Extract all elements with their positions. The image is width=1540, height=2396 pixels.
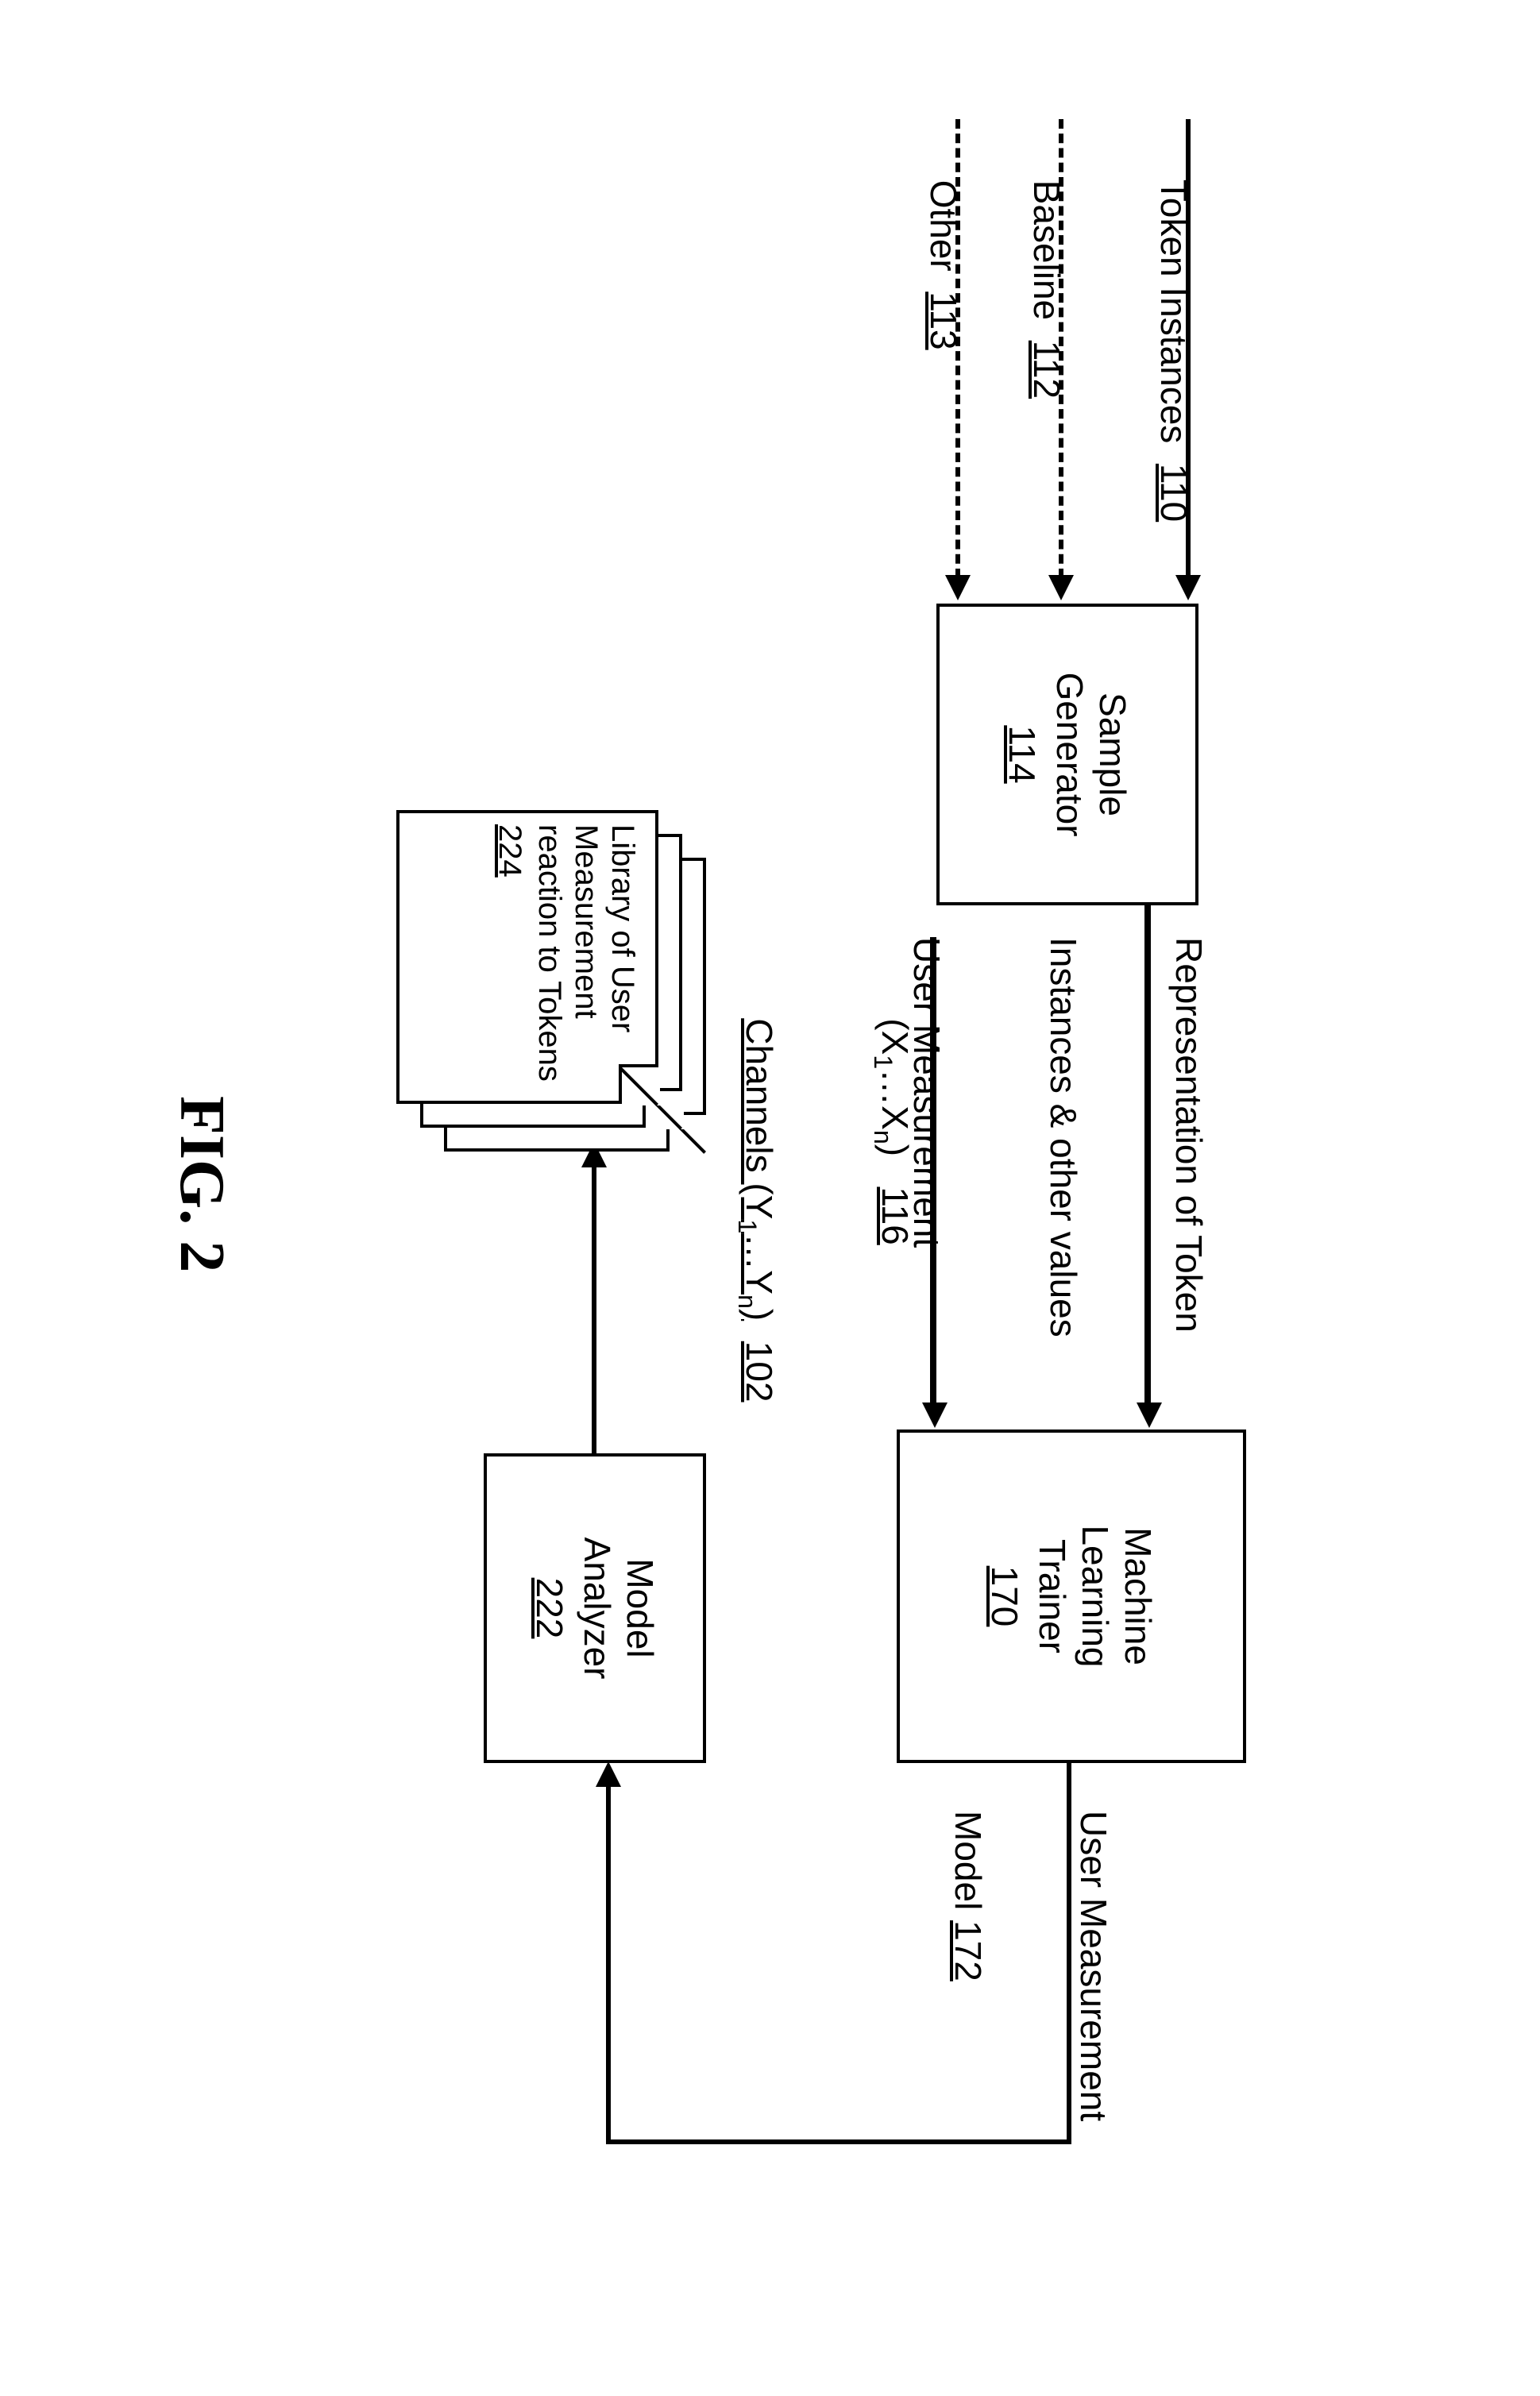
ml-trainer-box: Machine Learning Trainer 170 (897, 1429, 1246, 1763)
representation-arrow-head (1137, 1402, 1162, 1428)
token-instances-arrow-shaft (1186, 119, 1191, 578)
library-ref: 224 (492, 824, 528, 1090)
library-line2: Measurement (568, 824, 604, 1090)
sample-generator-line2: Generator (1048, 672, 1091, 836)
library-doc-front: Library of User Measurement reaction to … (396, 810, 658, 1104)
ml-trainer-ref: 170 (983, 1566, 1026, 1627)
sample-generator-box: Sample Generator 114 (936, 604, 1198, 905)
sample-generator-line1: Sample (1091, 693, 1134, 816)
sample-generator-ref: 114 (1001, 725, 1044, 783)
model-analyzer-ref: 222 (528, 1578, 571, 1639)
model-out-h2 (606, 1787, 611, 2144)
model-analyzer-line1: Model (619, 1558, 662, 1657)
ml-trainer-line3: Trainer (1031, 1539, 1074, 1653)
baseline-arrow-head (1048, 575, 1074, 600)
analyzer-to-library-shaft (592, 1167, 596, 1453)
ml-trainer-line1: Machine (1117, 1527, 1160, 1665)
token-instances-arrow-head (1175, 575, 1201, 600)
other-arrow-head (945, 575, 971, 600)
library-line3: reaction to Tokens (531, 824, 568, 1090)
representation-arrow-shaft (1144, 905, 1151, 1406)
other-label: Other 113 (879, 119, 1008, 350)
model-out-h (1067, 1763, 1071, 2144)
user-meas-channels-arrow-head (922, 1402, 948, 1428)
user-meas-channels-arrow-shaft (930, 937, 936, 1406)
user-meas-model-label: User Measurement Model 172 (863, 1811, 1198, 2121)
model-out-v (611, 2139, 1071, 2144)
baseline-arrow-shaft (1059, 119, 1063, 578)
library-line1: Library of User (604, 824, 641, 1090)
figure-caption: FIG. 2 (165, 1096, 237, 1272)
ml-trainer-line2: Learning (1074, 1525, 1117, 1667)
token-instances-label: Token Instances 110 (1110, 119, 1238, 522)
model-out-head (596, 1761, 621, 1787)
model-analyzer-line2: Analyzer (576, 1538, 619, 1680)
model-analyzer-box: Model Analyzer 222 (484, 1453, 706, 1763)
other-arrow-shaft (955, 119, 960, 578)
